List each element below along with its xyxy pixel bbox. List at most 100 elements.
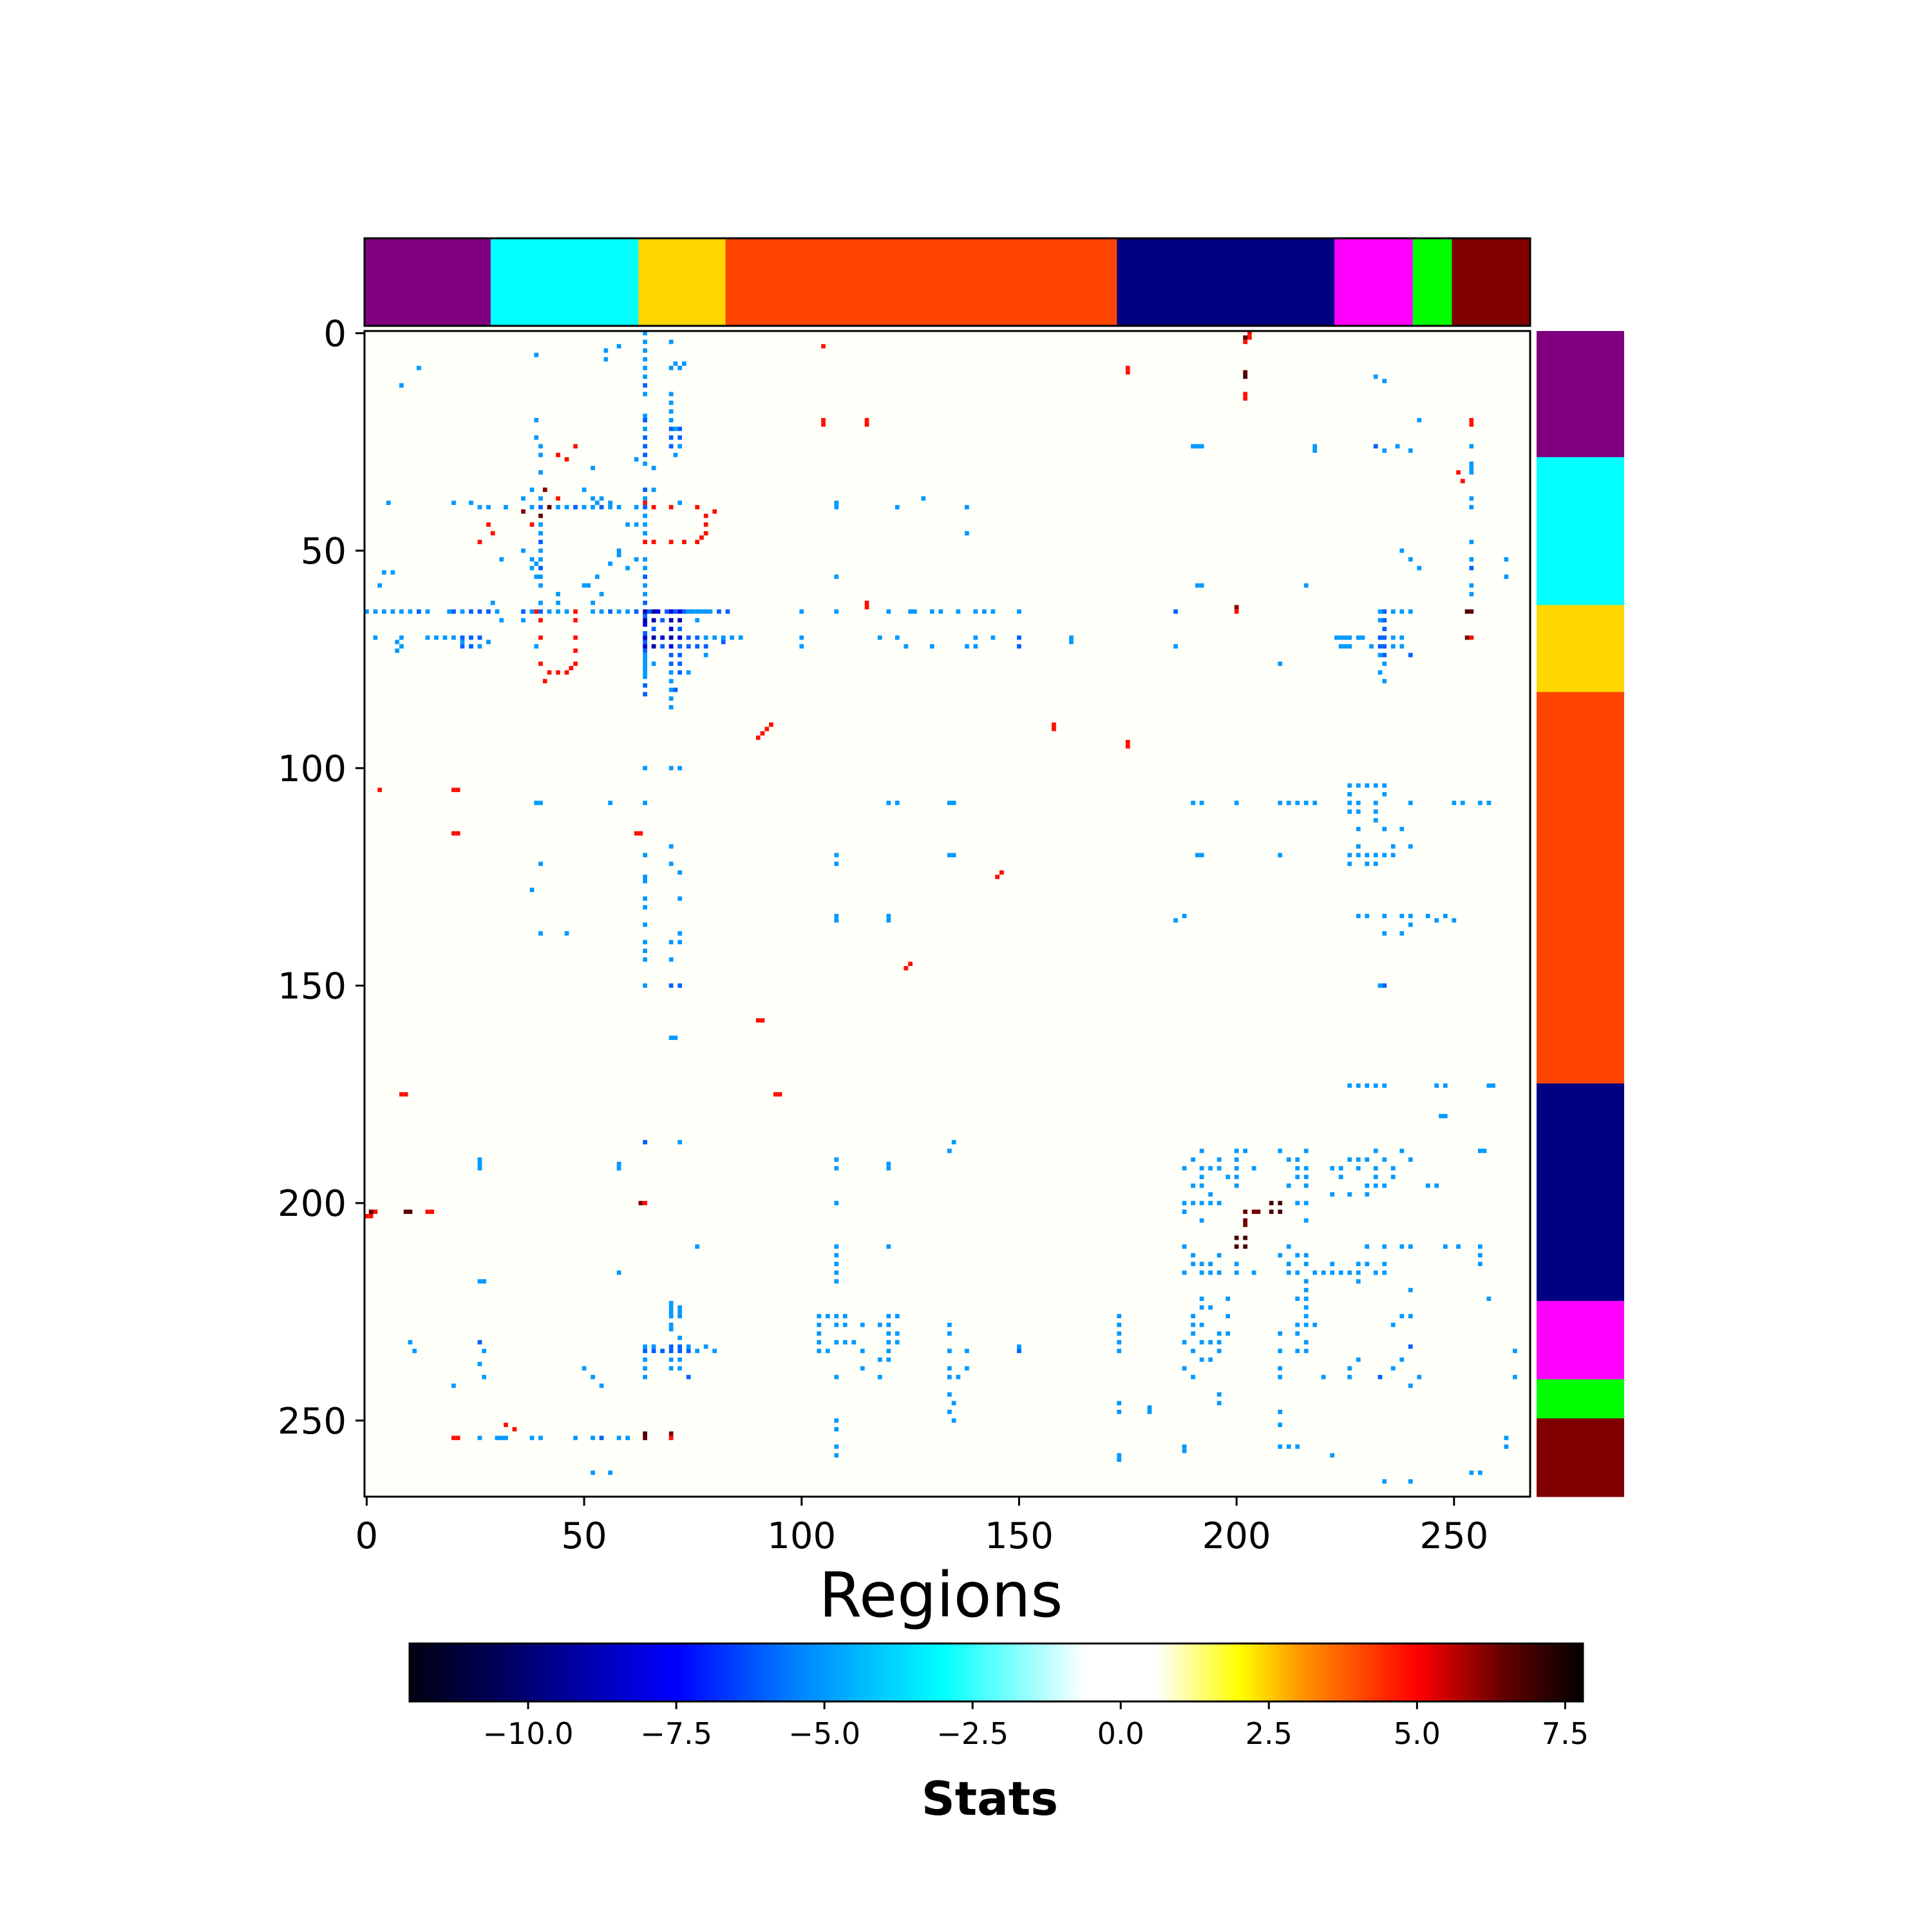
matrix-cell [521, 618, 526, 623]
matrix-cell [643, 1140, 647, 1144]
matrix-cell [477, 540, 482, 544]
matrix-cell [477, 1161, 482, 1166]
matrix-cell [608, 505, 612, 509]
matrix-cell [712, 635, 717, 640]
network-block-right-2 [1537, 605, 1624, 693]
matrix-cell [1460, 478, 1465, 484]
matrix-cell [668, 444, 674, 449]
matrix-cell [886, 914, 891, 918]
matrix-cell [1208, 1192, 1213, 1197]
matrix-cell [1469, 470, 1474, 475]
matrix-cell [834, 853, 839, 858]
matrix-cell [651, 618, 656, 623]
matrix-cell [834, 1157, 839, 1162]
matrix-cell [1303, 1262, 1309, 1267]
matrix-cell [1365, 1183, 1370, 1188]
matrix-cell [1303, 1305, 1309, 1310]
matrix-cell [904, 966, 909, 971]
matrix-cell [1182, 1340, 1187, 1345]
matrix-cell [686, 1344, 691, 1349]
matrix-cell [1303, 1148, 1309, 1153]
matrix-cell [1278, 853, 1283, 858]
matrix-cell [1217, 1270, 1222, 1275]
matrix-cell [682, 540, 687, 544]
matrix-cell [643, 565, 647, 571]
matrix-cell [1303, 1314, 1309, 1319]
matrix-cell [1338, 1175, 1343, 1179]
matrix-cell [556, 505, 560, 509]
matrix-cell [1378, 644, 1383, 649]
matrix-cell [643, 674, 647, 679]
matrix-cell [886, 1331, 891, 1336]
matrix-cell [434, 635, 439, 640]
matrix-cell [1382, 931, 1387, 936]
matrix-cell [477, 1340, 482, 1345]
matrix-cell [591, 1435, 595, 1441]
matrix-cell [455, 788, 460, 792]
matrix-cell [1312, 444, 1318, 449]
matrix-cell [1408, 1314, 1413, 1319]
matrix-cell [616, 1166, 621, 1171]
network-block-right-6 [1537, 1379, 1624, 1419]
matrix-cell [1469, 418, 1474, 422]
matrix-cell [677, 444, 683, 449]
matrix-cell [482, 1374, 487, 1379]
matrix-cell [643, 531, 647, 536]
matrix-cell [643, 896, 647, 901]
matrix-cell [668, 1301, 674, 1305]
matrix-cell [643, 949, 647, 953]
matrix-cell [947, 1148, 952, 1153]
matrix-cell [1269, 1209, 1274, 1215]
matrix-cell [668, 426, 674, 431]
matrix-cell [1373, 444, 1378, 449]
matrix-cell [1286, 800, 1291, 806]
matrix-cell [643, 652, 647, 658]
matrix-cell [929, 644, 934, 649]
x-tick-label: 0 [355, 1515, 379, 1557]
matrix-cell [538, 453, 543, 457]
matrix-cell [947, 1409, 952, 1414]
matrix-cell [373, 635, 378, 640]
matrix-cell [582, 1366, 587, 1371]
matrix-cell [834, 1200, 839, 1206]
matrix-cell [1343, 635, 1348, 640]
matrix-cell [634, 457, 639, 462]
matrix-cell [643, 1431, 647, 1436]
matrix-cell [643, 670, 647, 675]
matrix-cell [677, 670, 683, 675]
matrix-cell [1469, 444, 1474, 449]
matrix-cell [1356, 1357, 1361, 1362]
matrix-cell [1382, 1270, 1387, 1275]
matrix-cell [1382, 914, 1387, 918]
matrix-cell [1408, 1287, 1413, 1293]
matrix-cell [643, 583, 647, 588]
matrix-cell [912, 609, 917, 614]
x-axis-label: Regions [819, 1559, 1063, 1631]
matrix-cell [477, 644, 482, 649]
matrix-cell [477, 1361, 482, 1367]
matrix-cell [721, 639, 726, 645]
matrix-cell [1243, 1209, 1248, 1215]
matrix-cell [1373, 1270, 1378, 1275]
matrix-cell [864, 422, 869, 427]
matrix-cell [703, 635, 708, 640]
matrix-cell [1195, 444, 1200, 449]
matrix-cell [1347, 861, 1352, 866]
matrix-cell [451, 635, 456, 640]
matrix-cell [860, 1349, 865, 1354]
matrix-cell [886, 1244, 891, 1249]
matrix-cell [1234, 1270, 1239, 1275]
matrix-cell [643, 522, 647, 527]
matrix-cell [668, 679, 674, 684]
matrix-cell [1173, 609, 1178, 614]
matrix-cell [651, 1349, 656, 1354]
matrix-cell [1382, 791, 1387, 797]
matrix-cell [999, 870, 1004, 875]
matrix-cell [834, 1453, 839, 1458]
matrix-cell [573, 649, 578, 653]
matrix-cell [686, 670, 691, 675]
matrix-cell [1417, 418, 1422, 422]
matrix-cell [395, 639, 400, 645]
matrix-cell [1373, 374, 1378, 379]
